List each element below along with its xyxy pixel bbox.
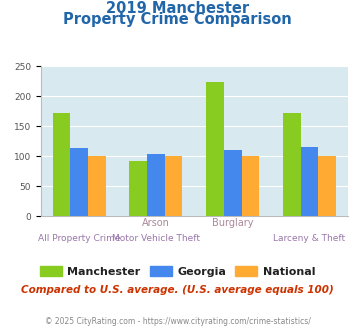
Bar [301,147,318,216]
Text: Property Crime Comparison: Property Crime Comparison [63,12,292,26]
Bar [130,161,147,216]
Legend: Manchester, Georgia, National: Manchester, Georgia, National [35,261,320,281]
Bar [241,156,259,216]
Text: Motor Vehicle Theft: Motor Vehicle Theft [112,234,200,243]
Bar [165,156,182,216]
Text: 2019 Manchester: 2019 Manchester [106,1,249,16]
Bar [88,156,106,216]
Text: Larceny & Theft: Larceny & Theft [273,234,345,243]
Text: Burglary: Burglary [212,218,253,228]
Bar [283,113,301,216]
Bar [224,150,241,216]
Bar [53,113,70,216]
Bar [147,154,165,216]
Text: © 2025 CityRating.com - https://www.cityrating.com/crime-statistics/: © 2025 CityRating.com - https://www.city… [45,317,310,326]
Text: Compared to U.S. average. (U.S. average equals 100): Compared to U.S. average. (U.S. average … [21,285,334,295]
Text: All Property Crime: All Property Crime [38,234,120,243]
Bar [70,148,88,216]
Bar [206,82,224,216]
Text: Arson: Arson [142,218,170,228]
Bar [318,156,336,216]
